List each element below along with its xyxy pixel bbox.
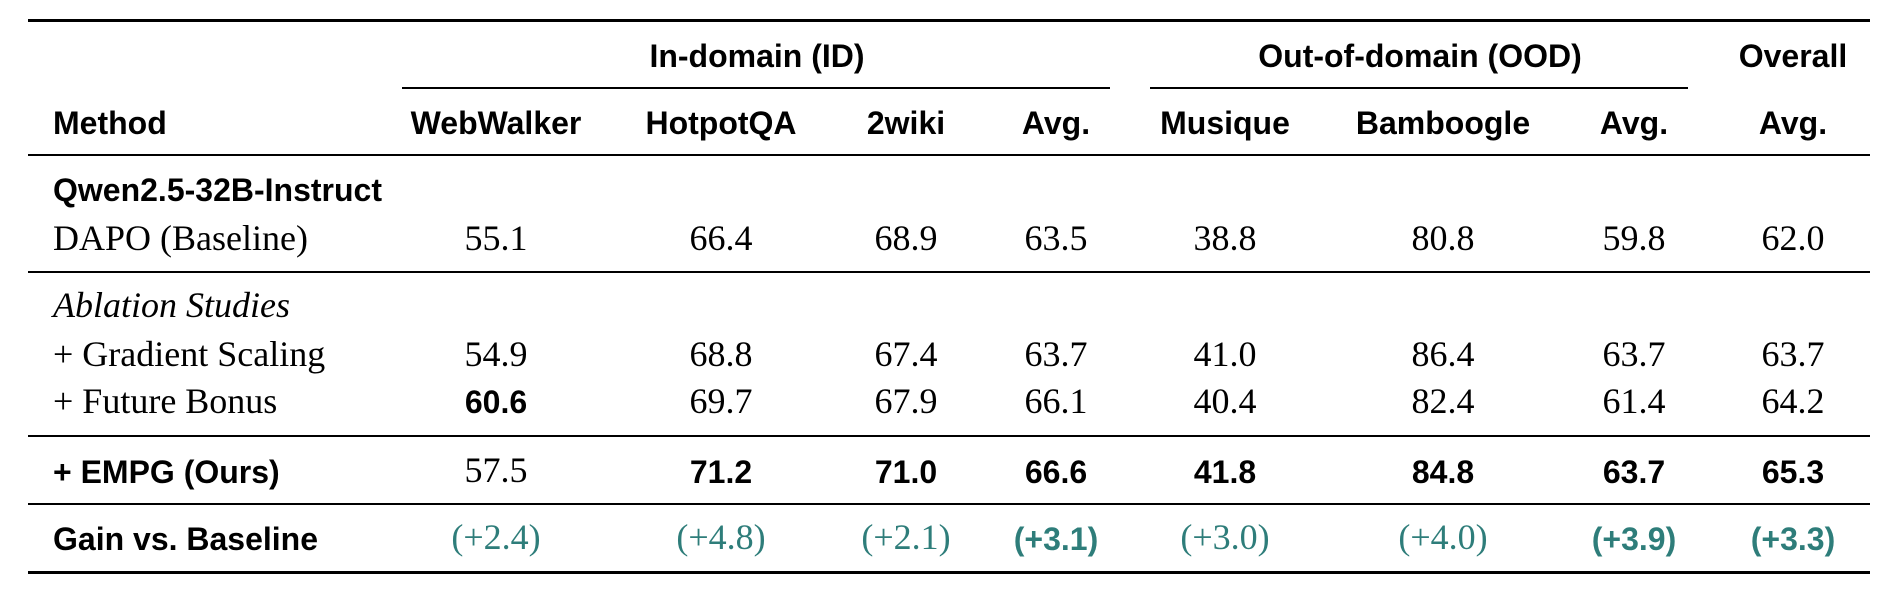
column-header-musique: Musique (1160, 105, 1290, 141)
bottom-rule (28, 571, 1870, 574)
empg-webwalker: 57.5 (464, 450, 528, 490)
group-header-out-of-domain: Out-of-domain (OOD) (1258, 38, 1582, 74)
row-label-gain: Gain vs. Baseline (53, 521, 319, 557)
baseline-2wiki: 68.9 (874, 218, 938, 258)
gradient-ood-avg: 63.7 (1602, 334, 1666, 374)
column-header-ood-avg: Avg. (1599, 105, 1669, 141)
gain-musique: (+3.0) (1180, 517, 1270, 557)
section-title-ablation: Ablation Studies (53, 285, 290, 325)
empg-section-rule (28, 503, 1870, 505)
column-header-method: Method (53, 105, 167, 141)
empg-ood-avg: 63.7 (1602, 454, 1666, 490)
baseline-id-avg: 63.5 (1024, 218, 1088, 258)
row-label-future-bonus: + Future Bonus (53, 381, 278, 421)
future-hotpotqa: 69.7 (689, 381, 753, 421)
empg-hotpotqa: 71.2 (689, 454, 753, 490)
column-header-overall-avg: Avg. (1758, 105, 1828, 141)
ablation-section-rule (28, 435, 1870, 437)
baseline-section-rule (28, 271, 1870, 273)
group-header-overall: Overall (1738, 38, 1848, 74)
column-header-bamboogle: Bamboogle (1355, 105, 1531, 141)
gradient-bamboogle: 86.4 (1411, 334, 1475, 374)
gradient-id-avg: 63.7 (1024, 334, 1088, 374)
baseline-overall-avg: 62.0 (1761, 218, 1825, 258)
empg-musique: 41.8 (1193, 454, 1257, 490)
future-overall-avg: 64.2 (1761, 381, 1825, 421)
empg-overall-avg: 65.3 (1761, 454, 1825, 490)
future-id-avg: 66.1 (1024, 381, 1088, 421)
gradient-musique: 41.0 (1193, 334, 1257, 374)
baseline-webwalker: 55.1 (464, 218, 528, 258)
gain-id-avg: (+3.1) (1013, 521, 1099, 557)
gradient-hotpotqa: 68.8 (689, 334, 753, 374)
future-2wiki: 67.9 (874, 381, 938, 421)
column-header-webwalker: WebWalker (410, 105, 582, 141)
group-header-in-domain: In-domain (ID) (649, 38, 865, 74)
gain-ood-avg: (+3.9) (1591, 521, 1677, 557)
gain-2wiki: (+2.1) (861, 517, 951, 557)
empg-2wiki: 71.0 (874, 454, 938, 490)
baseline-hotpotqa: 66.4 (689, 218, 753, 258)
row-label-baseline: DAPO (Baseline) (53, 218, 308, 258)
future-webwalker: 60.6 (464, 384, 528, 420)
future-ood-avg: 61.4 (1602, 381, 1666, 421)
section-title-model: Qwen2.5-32B-Instruct (53, 172, 382, 208)
gain-overall-avg: (+3.3) (1750, 521, 1836, 557)
baseline-bamboogle: 80.8 (1411, 218, 1475, 258)
gradient-2wiki: 67.4 (874, 334, 938, 374)
row-label-empg: + EMPG (Ours) (53, 454, 280, 490)
column-header-id-avg: Avg. (1021, 105, 1091, 141)
baseline-ood-avg: 59.8 (1602, 218, 1666, 258)
column-header-hotpotqa: HotpotQA (645, 105, 797, 141)
gain-hotpotqa: (+4.8) (676, 517, 766, 557)
gradient-webwalker: 54.9 (464, 334, 528, 374)
gradient-overall-avg: 63.7 (1761, 334, 1825, 374)
column-header-2wiki: 2wiki (866, 105, 946, 141)
gain-webwalker: (+2.4) (451, 517, 541, 557)
ood-group-underline (1150, 87, 1688, 89)
future-bamboogle: 82.4 (1411, 381, 1475, 421)
empg-id-avg: 66.6 (1024, 454, 1088, 490)
top-rule (28, 19, 1870, 22)
gain-bamboogle: (+4.0) (1398, 517, 1488, 557)
header-bottom-rule (28, 154, 1870, 156)
id-group-underline (402, 87, 1110, 89)
empg-bamboogle: 84.8 (1411, 454, 1475, 490)
row-label-gradient-scaling: + Gradient Scaling (53, 334, 326, 374)
future-musique: 40.4 (1193, 381, 1257, 421)
baseline-musique: 38.8 (1193, 218, 1257, 258)
